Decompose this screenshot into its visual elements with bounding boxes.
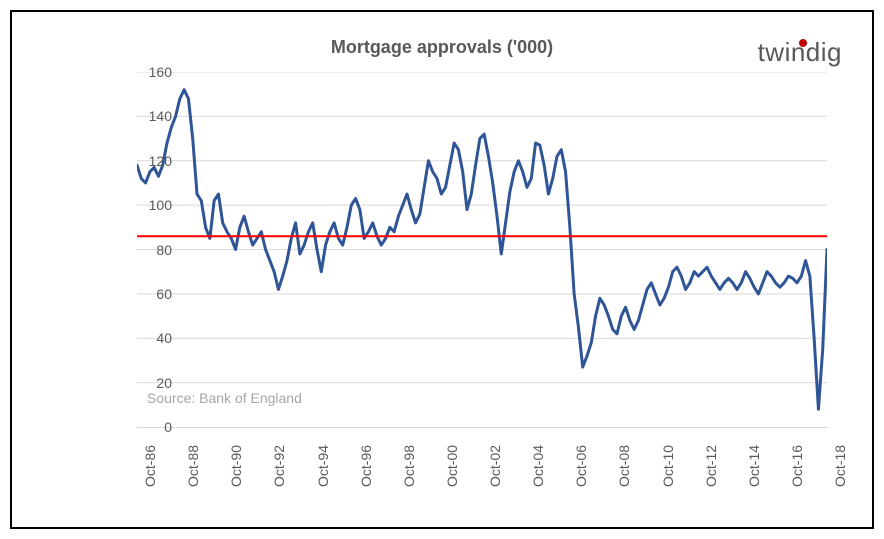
chart-svg: [137, 72, 827, 427]
y-tick-label: 20: [132, 375, 172, 391]
y-tick-label: 140: [132, 108, 172, 124]
chart-title: Mortgage approvals ('000): [331, 37, 553, 58]
x-tick-label: Oct-00: [444, 445, 460, 487]
x-tick-label: Oct-14: [746, 445, 762, 487]
x-tick-label: Oct-88: [185, 445, 201, 487]
x-tick-label: Oct-96: [358, 445, 374, 487]
x-tick-label: Oct-92: [271, 445, 287, 487]
y-tick-label: 100: [132, 197, 172, 213]
x-tick-label: Oct-06: [573, 445, 589, 487]
y-tick-label: 160: [132, 64, 172, 80]
x-tick-label: Oct-94: [315, 445, 331, 487]
y-tick-label: 60: [132, 286, 172, 302]
x-axis-labels: Oct-86 Oct-88 Oct-90 Oct-92 Oct-94 Oct-96 Oct-…: [137, 432, 827, 512]
y-tick-label: 40: [132, 330, 172, 346]
x-tick-label: Oct-08: [616, 445, 632, 487]
brand-logo: twindig: [758, 37, 842, 68]
x-tick-label: Oct-02: [487, 445, 503, 487]
y-tick-label: 120: [132, 153, 172, 169]
chart-container: Mortgage approvals ('000) twindig Source…: [10, 10, 874, 529]
x-tick-label: Oct-90: [228, 445, 244, 487]
plot-area: [137, 72, 827, 428]
x-tick-label: Oct-10: [660, 445, 676, 487]
x-tick-label: Oct-86: [142, 445, 158, 487]
x-tick-label: Oct-18: [832, 445, 848, 487]
x-tick-label: Oct-12: [703, 445, 719, 487]
x-tick-label: Oct-04: [530, 445, 546, 487]
y-tick-label: 80: [132, 242, 172, 258]
source-label: Source: Bank of England: [147, 390, 302, 406]
x-tick-label: Oct-98: [401, 445, 417, 487]
x-tick-label: Oct-16: [789, 445, 805, 487]
